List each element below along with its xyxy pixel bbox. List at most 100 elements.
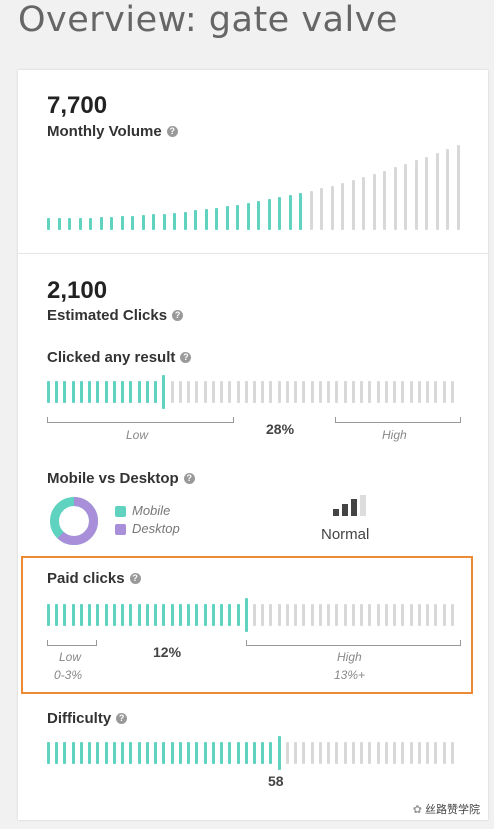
meter-bar — [211, 604, 215, 626]
meter-bar — [277, 604, 281, 626]
meter-bar — [145, 742, 149, 764]
meter-bar — [434, 604, 438, 626]
difficulty-label-text: Difficulty — [47, 710, 112, 727]
device-status: Normal — [321, 526, 370, 543]
volume-bar — [362, 177, 365, 230]
meter-bar — [112, 604, 116, 626]
meter-bar — [351, 604, 355, 626]
meter-bar — [442, 604, 446, 626]
meter-bar — [318, 604, 322, 626]
meter-bar — [310, 742, 314, 764]
meter-bar — [137, 604, 141, 626]
help-icon[interactable]: ? — [116, 713, 128, 724]
volume-bar — [183, 211, 187, 230]
meter-bar — [269, 604, 273, 626]
meter-bar — [302, 381, 306, 403]
high-label: High — [337, 650, 362, 664]
paid-clicks-highlight — [21, 556, 473, 694]
meter-bar — [253, 381, 256, 403]
meter-bar — [145, 604, 149, 626]
clicked-any-result-marker — [162, 375, 166, 409]
meter-bar — [162, 742, 166, 764]
meter-bar — [63, 381, 67, 403]
meter-bar — [55, 604, 59, 626]
meter-bar — [384, 742, 388, 764]
meter-bar — [417, 381, 421, 403]
page-title: Overview: gate valve — [18, 0, 398, 40]
volume-bar — [141, 215, 145, 230]
wechat-icon: ✿ — [412, 804, 422, 816]
meter-bar — [302, 742, 306, 764]
meter-bar — [47, 604, 50, 626]
meter-bar — [269, 742, 273, 764]
meter-bar — [393, 381, 397, 403]
meter-bar — [195, 604, 199, 626]
meter-bar — [368, 742, 372, 764]
meter-bar — [343, 742, 347, 764]
help-icon[interactable]: ? — [183, 473, 195, 484]
meter-bar — [170, 742, 174, 764]
meter-bar — [426, 381, 430, 403]
meter-bar — [137, 742, 141, 764]
meter-bar — [104, 604, 108, 626]
meter-bar — [409, 604, 413, 626]
meter-bar — [285, 742, 289, 764]
estimated-clicks-label-text: Estimated Clicks — [47, 307, 168, 324]
meter-bar — [285, 604, 289, 626]
signal-strength-icon — [333, 495, 366, 516]
clicked-any-result-label-text: Clicked any result — [47, 349, 176, 366]
meter-bar — [236, 742, 240, 764]
meter-bar — [368, 604, 372, 626]
volume-bar — [78, 217, 82, 230]
meter-bar — [63, 742, 67, 764]
meter-bar — [261, 742, 265, 764]
clicked-any-result-meter — [47, 375, 459, 409]
volume-bar — [225, 206, 229, 230]
meter-bar — [393, 604, 397, 626]
meter-bar — [253, 604, 256, 626]
help-icon[interactable]: ? — [180, 352, 192, 363]
monthly-volume-label-text: Monthly Volume — [47, 123, 162, 140]
meter-bar — [187, 381, 191, 403]
meter-bar — [55, 381, 59, 403]
difficulty-label: Difficulty? — [47, 710, 128, 727]
volume-bar — [162, 213, 166, 230]
meter-bar — [450, 604, 454, 626]
desktop-legend-label: Desktop — [132, 521, 180, 536]
meter-bar — [96, 381, 100, 403]
meter-bar — [318, 742, 322, 764]
paid-clicks-meter — [47, 598, 459, 632]
volume-bar — [278, 197, 281, 230]
volume-bar — [330, 185, 334, 230]
monthly-volume-chart — [47, 145, 467, 230]
meter-bar — [434, 742, 438, 764]
volume-bar — [173, 212, 176, 230]
meter-bar — [137, 381, 141, 403]
meter-bar — [203, 381, 207, 403]
volume-bar — [131, 215, 134, 230]
meter-bar — [376, 381, 380, 403]
meter-bar — [335, 604, 339, 626]
meter-bar — [170, 381, 174, 403]
meter-bar — [228, 381, 232, 403]
help-icon[interactable]: ? — [129, 573, 141, 584]
volume-bar — [425, 156, 428, 230]
meter-bar — [154, 742, 158, 764]
meter-bar — [63, 604, 67, 626]
meter-bar — [79, 381, 83, 403]
desktop-legend-swatch — [115, 524, 126, 535]
paid-clicks-marker — [244, 598, 248, 632]
meter-bar — [162, 604, 166, 626]
paid-clicks-value: 12% — [153, 644, 182, 660]
low-label: Low — [126, 428, 149, 442]
meter-bar — [104, 381, 108, 403]
low-range: 0-3% — [54, 668, 83, 682]
meter-bar — [145, 381, 149, 403]
meter-bar — [129, 381, 133, 403]
meter-bar — [71, 604, 75, 626]
help-icon[interactable]: ? — [166, 126, 178, 137]
meter-bar — [178, 604, 182, 626]
help-icon[interactable]: ? — [172, 310, 184, 321]
meter-bar — [121, 742, 125, 764]
mobile-vs-desktop-label: Mobile vs Desktop? — [47, 470, 195, 487]
